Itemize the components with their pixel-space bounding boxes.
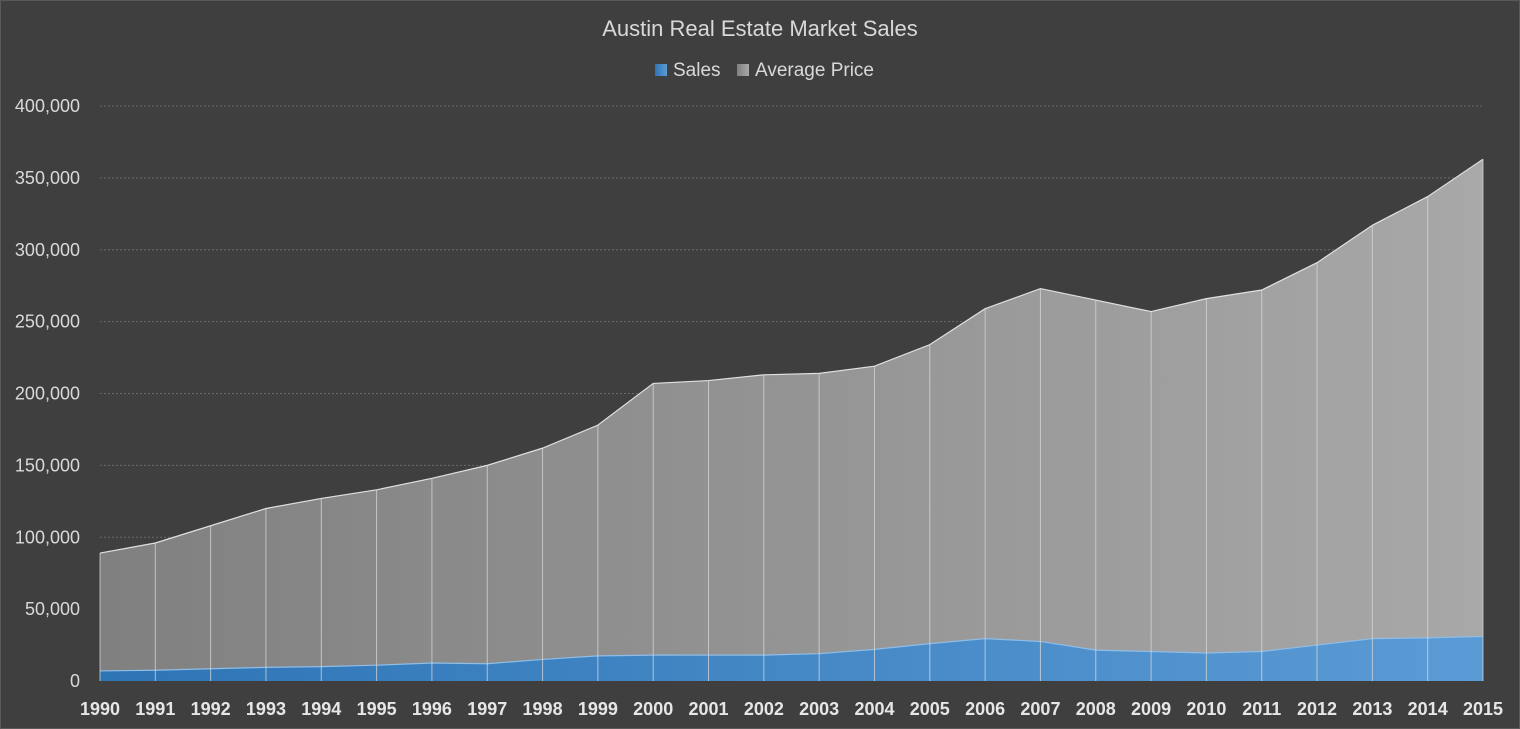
legend-label-sales: Sales (673, 60, 721, 81)
x-axis-ticks: 1990 1991 1992 1993 1994 1995 1996 1997 1998 1999… (80, 699, 1503, 719)
x-tick-label: 2010 (1186, 699, 1226, 719)
x-tick-label: 2013 (1352, 699, 1392, 719)
x-tick-label: 1995 (357, 699, 397, 719)
drop-lines (99, 159, 1484, 681)
x-tick-label: 1994 (301, 699, 341, 719)
average-price-area-outline (99, 158, 1484, 554)
x-tick-label: 1991 (135, 699, 175, 719)
average-price-area (100, 159, 1483, 681)
y-tick-label: 200,000 (15, 384, 80, 404)
sales-area (100, 636, 1483, 681)
x-tick-label: 2015 (1463, 699, 1503, 719)
x-tick-label: 2005 (910, 699, 950, 719)
x-tick-label: 1992 (191, 699, 231, 719)
x-tick-label: 2002 (744, 699, 784, 719)
x-tick-label: 2001 (688, 699, 728, 719)
sales-area-outline (99, 635, 1484, 672)
x-tick-label: 1996 (412, 699, 452, 719)
x-tick-label: 2006 (965, 699, 1005, 719)
legend-label-average-price: Average Price (755, 60, 874, 81)
y-tick-label: 100,000 (15, 527, 80, 547)
x-tick-label: 2003 (799, 699, 839, 719)
x-tick-label: 1999 (578, 699, 618, 719)
chart-title: Austin Real Estate Market Sales (602, 16, 917, 41)
x-tick-label: 2004 (854, 699, 894, 719)
y-tick-label: 350,000 (15, 168, 80, 188)
x-tick-label: 1998 (523, 699, 563, 719)
y-axis-ticks: 0 50,000 100,000 150,000 200,000 250,000 300,0… (15, 96, 80, 691)
x-tick-label: 2011 (1242, 699, 1281, 719)
x-tick-label: 2007 (1020, 699, 1060, 719)
legend-swatch-sales (655, 64, 667, 76)
legend: Sales Average Price (655, 60, 874, 81)
x-tick-label: 2014 (1408, 699, 1448, 719)
x-tick-label: 2009 (1131, 699, 1171, 719)
y-tick-label: 300,000 (15, 240, 80, 260)
x-tick-label: 1997 (467, 699, 507, 719)
plot-area (99, 158, 1484, 681)
x-tick-label: 1990 (80, 699, 120, 719)
y-tick-label: 50,000 (25, 599, 80, 619)
y-tick-label: 150,000 (15, 455, 80, 475)
x-tick-label: 2008 (1076, 699, 1116, 719)
legend-swatch-average-price (737, 64, 749, 76)
x-tick-label: 1993 (246, 699, 286, 719)
y-tick-label: 400,000 (15, 96, 80, 116)
x-tick-label: 2000 (633, 699, 673, 719)
x-tick-label: 2012 (1297, 699, 1337, 719)
y-tick-label: 250,000 (15, 312, 80, 332)
y-tick-label: 0 (70, 671, 80, 691)
